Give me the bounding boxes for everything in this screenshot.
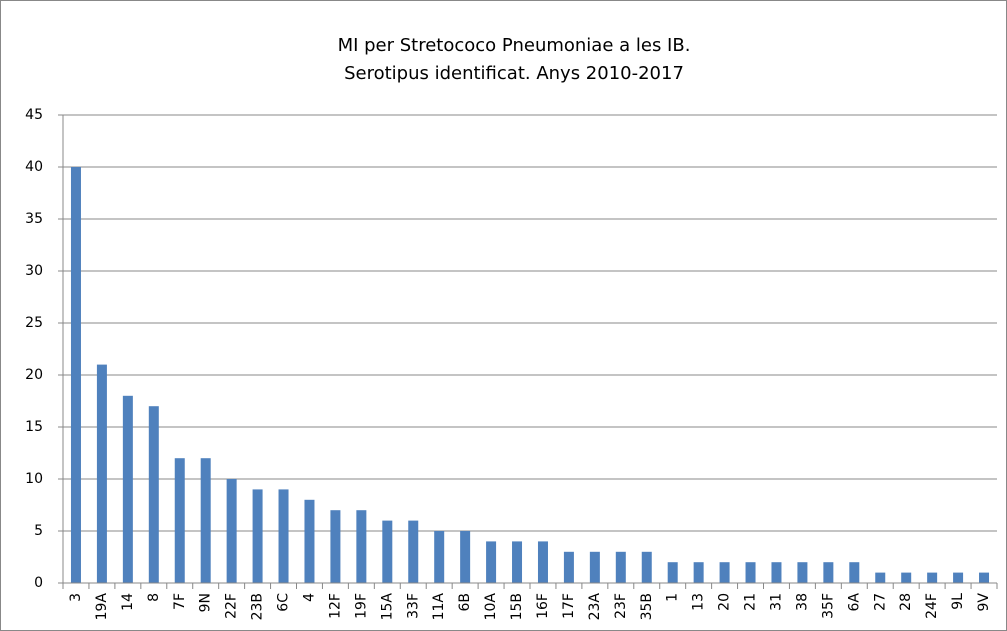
x-tick-label: 13	[691, 593, 707, 611]
x-tick-label: 6A	[846, 593, 862, 612]
bar	[745, 562, 756, 583]
x-tick-label: 23A	[587, 593, 603, 621]
x-tick-label: 19A	[94, 593, 110, 621]
x-tick-label: 20	[717, 593, 733, 611]
bar	[537, 541, 548, 583]
bar	[460, 531, 471, 583]
bar	[122, 395, 133, 583]
bar	[382, 520, 393, 583]
y-tick-label: 35	[25, 211, 43, 227]
y-tick-label: 5	[34, 523, 43, 539]
x-tick-label: 24F	[924, 593, 940, 619]
x-tick-label: 35B	[639, 593, 655, 620]
y-tick-label: 20	[25, 367, 43, 383]
bar	[693, 562, 704, 583]
bar	[70, 167, 81, 583]
x-tick-label: 7F	[172, 593, 188, 610]
bar	[641, 551, 652, 583]
x-tick-label: 21	[743, 593, 759, 611]
y-tick-label: 45	[25, 107, 43, 123]
bar	[979, 572, 990, 583]
x-tick-label: 15A	[379, 593, 395, 621]
x-tick-label: 9V	[976, 593, 992, 612]
x-tick-label: 6C	[276, 593, 292, 612]
bar	[96, 364, 107, 583]
bar	[252, 489, 263, 583]
x-tick-label: 9N	[198, 593, 214, 612]
bar	[278, 489, 289, 583]
x-tick-label: 12F	[327, 593, 343, 619]
bar	[615, 551, 626, 583]
bar	[434, 531, 445, 583]
bar	[719, 562, 730, 583]
x-tick-label: 16F	[535, 593, 551, 619]
x-tick-label: 10A	[483, 593, 499, 621]
y-tick-label: 30	[25, 263, 43, 279]
bar	[589, 551, 600, 583]
bar	[667, 562, 678, 583]
x-tick-label: 27	[872, 593, 888, 611]
y-tick-label: 10	[25, 471, 43, 487]
x-tick-label: 9L	[950, 593, 966, 610]
x-tick-label: 19F	[353, 593, 369, 619]
x-tick-label: 1	[665, 593, 681, 602]
x-tick-label: 22F	[224, 593, 240, 619]
bar	[875, 572, 886, 583]
bar	[148, 406, 159, 583]
bar	[486, 541, 497, 583]
x-tick-label: 6B	[457, 593, 473, 612]
y-tick-label: 25	[25, 315, 43, 331]
bar	[771, 562, 782, 583]
bar	[927, 572, 938, 583]
y-tick-label: 40	[25, 159, 43, 175]
y-tick-label: 0	[34, 575, 43, 591]
x-tick-label: 8	[146, 593, 162, 602]
x-tick-label: 23F	[613, 593, 629, 619]
x-tick-label: 3	[68, 593, 84, 602]
bar	[174, 458, 185, 583]
bar	[797, 562, 808, 583]
x-tick-label: 4	[301, 593, 317, 602]
bar	[408, 520, 419, 583]
chart-title: Serotipus identificat. Anys 2010-2017	[344, 63, 684, 84]
x-tick-label: 33F	[405, 593, 421, 619]
bar	[953, 572, 964, 583]
bar	[356, 510, 367, 583]
bar	[304, 499, 315, 583]
bar	[563, 551, 574, 583]
x-tick-label: 35F	[820, 593, 836, 619]
x-tick-label: 14	[120, 593, 136, 611]
x-tick-label: 38	[794, 593, 810, 611]
x-tick-label: 28	[898, 593, 914, 611]
x-tick-label: 23B	[250, 593, 266, 620]
x-tick-label: 17F	[561, 593, 577, 619]
bar	[512, 541, 523, 583]
bar	[823, 562, 834, 583]
bar	[226, 479, 237, 583]
x-tick-label: 15B	[509, 593, 525, 620]
y-tick-label: 15	[25, 419, 43, 435]
bar	[200, 458, 211, 583]
bar	[849, 562, 860, 583]
x-tick-label: 11A	[431, 593, 447, 621]
bar	[330, 510, 341, 583]
chart-title: MI per Stretococo Pneumoniae a les IB.	[338, 35, 691, 56]
x-tick-label: 31	[768, 593, 784, 611]
bar	[901, 572, 912, 583]
